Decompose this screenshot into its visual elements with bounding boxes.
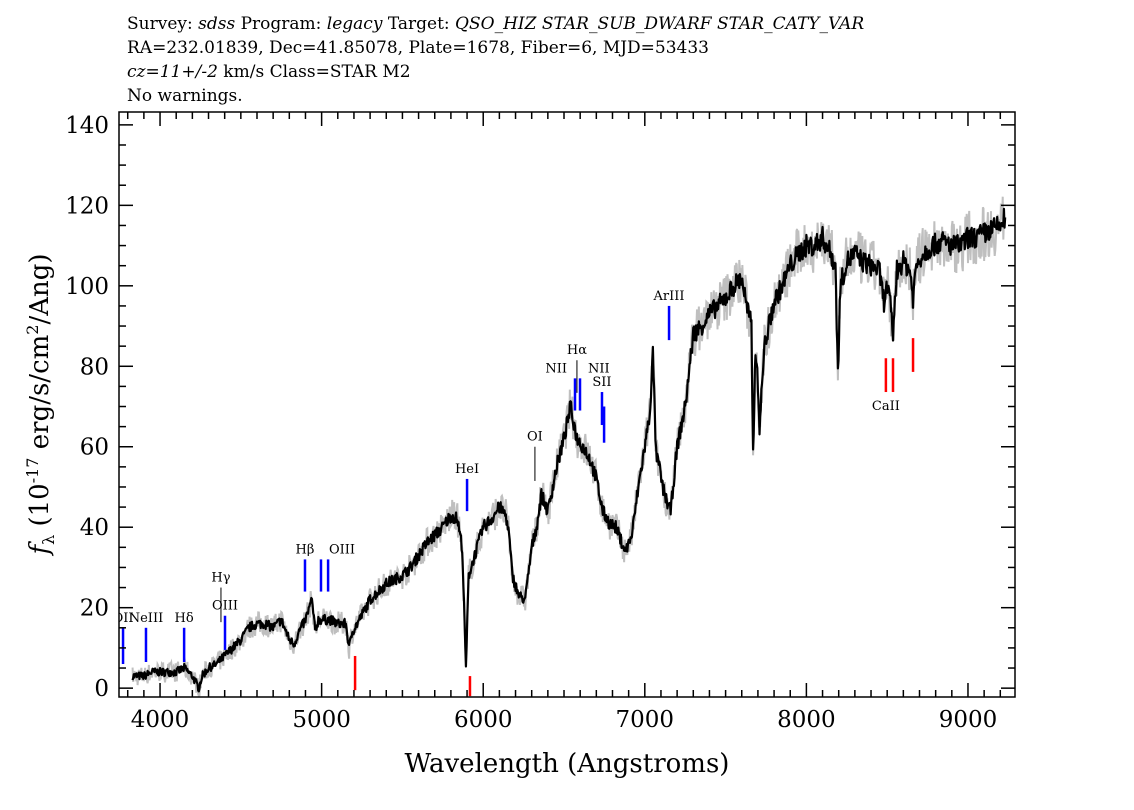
line-label: NII	[588, 361, 610, 376]
line-label: Hβ	[296, 542, 315, 557]
target-label: Target:	[387, 14, 450, 34]
line-label: NeIII	[129, 611, 163, 626]
line-label: Hα	[567, 343, 587, 358]
x-axis-label: Wavelength (Angstroms)	[405, 749, 730, 779]
program-value: legacy	[326, 14, 383, 34]
line-label: OIII	[329, 542, 355, 557]
line-label: NII	[545, 361, 567, 376]
cz-value: cz=11+/-2	[127, 62, 218, 82]
plot-frame	[118, 111, 1016, 698]
y-tick-label: 100	[65, 274, 109, 300]
line-label: OII	[113, 611, 134, 626]
line-label: CaII	[872, 399, 900, 414]
x-tick-label: 5000	[292, 707, 351, 733]
header-line-3: cz=11+/-2 km/s Class=STAR M2	[127, 61, 411, 83]
y-axis-label: fλ (10-17 erg/s/cm2/Ang)	[23, 253, 58, 556]
line-label: SII	[592, 375, 611, 390]
y-tick-label: 140	[65, 113, 109, 139]
survey-value: sdss	[198, 14, 236, 34]
program-label: Program:	[240, 14, 322, 34]
header-line-2: RA=232.01839, Dec=41.85078, Plate=1678, …	[127, 38, 710, 58]
y-tick-label: 80	[80, 354, 109, 380]
line-label: Hδ	[175, 611, 194, 626]
header-line-4: No warnings.	[127, 86, 243, 106]
y-tick-label: 20	[80, 596, 109, 622]
x-tick-label: 6000	[454, 707, 513, 733]
y-tick-label: 0	[94, 676, 109, 702]
x-tick-label: 8000	[777, 707, 836, 733]
axes: 4000 5000 6000 7000 8000 9000 0 20 40 60 80 100 120 1…	[65, 111, 1016, 733]
y-tick-label: 60	[80, 435, 109, 461]
target-value: QSO_HIZ STAR_SUB_DWARF STAR_CATY_VAR	[455, 14, 865, 34]
y-tick-label: 120	[65, 193, 109, 219]
flux-line	[131, 207, 1007, 693]
class-text: km/s Class=STAR M2	[217, 62, 411, 82]
x-tick-label: 9000	[939, 707, 998, 733]
header-line-1: Survey: sdss Program: legacy Target: QSO…	[127, 13, 864, 35]
line-label: OIII	[212, 599, 238, 614]
x-tick-label: 4000	[131, 707, 190, 733]
line-label: Hγ	[211, 571, 230, 586]
line-label: OI	[527, 430, 543, 445]
line-label: HeI	[455, 462, 479, 477]
line-label: ArIII	[653, 289, 685, 304]
y-tick-label: 40	[80, 515, 109, 541]
x-tick-label: 7000	[616, 707, 675, 733]
survey-label: Survey:	[127, 14, 193, 34]
